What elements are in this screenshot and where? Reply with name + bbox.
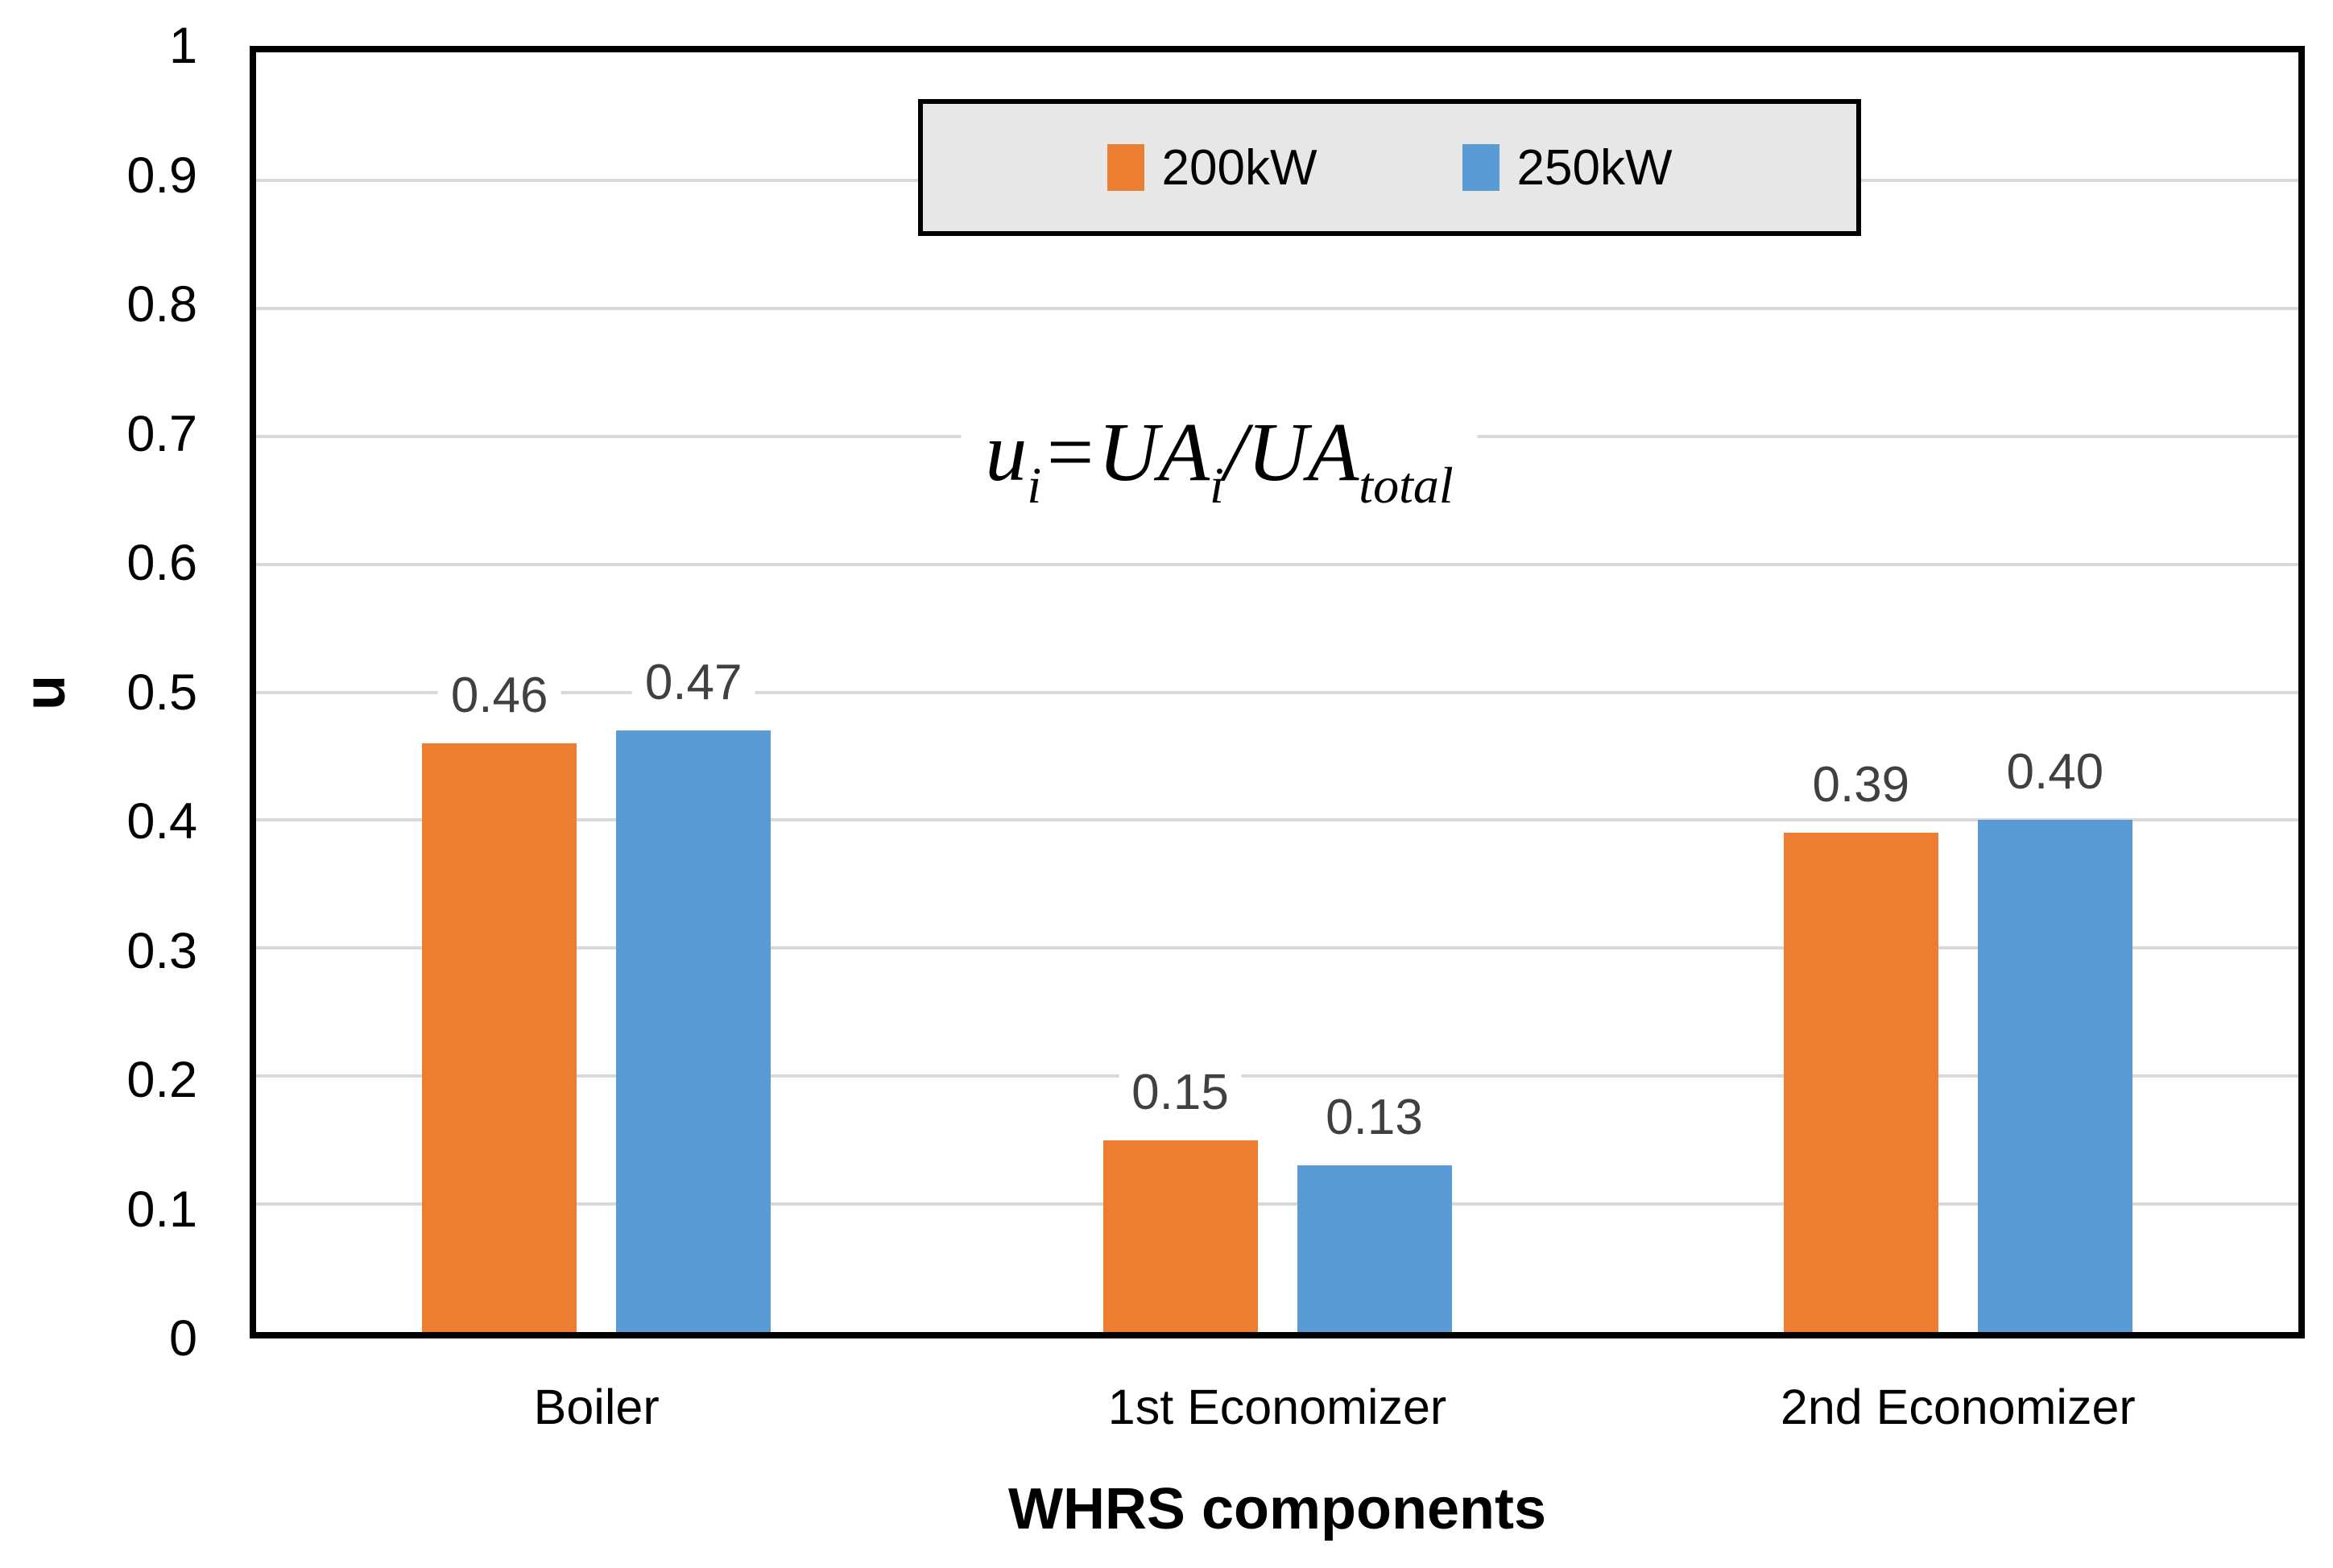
bar-200kw-1st-economizer xyxy=(1102,1140,1258,1332)
equation-annotation: ui=UAi/UAtotal xyxy=(961,400,1478,511)
bar-250kw-1st-economizer xyxy=(1297,1165,1452,1332)
y-tick-label: 1 xyxy=(168,18,197,74)
y-tick-label: 0 xyxy=(168,1310,197,1367)
bar-value-label: 0.46 xyxy=(437,668,561,725)
bar-value-label: 0.15 xyxy=(1119,1064,1242,1121)
legend-swatch-icon-250kw xyxy=(1462,144,1499,191)
gridline xyxy=(256,690,2298,694)
gridline xyxy=(256,946,2298,950)
plot-area: 0.46 0.47 0.15 0.13 0.39 0.40 200kW 250kW ui=U… xyxy=(250,46,2305,1338)
bar-250kw-boiler xyxy=(616,730,771,1332)
y-tick-label: 0.5 xyxy=(126,664,197,721)
bar-250kw-2nd-economizer xyxy=(1977,820,2132,1332)
x-category-label-boiler: Boiler xyxy=(533,1380,660,1434)
x-category-label-2nd-economizer: 2nd Economizer xyxy=(1780,1380,2136,1434)
legend-item-200kw: 200kW xyxy=(1107,139,1317,197)
bar-value-label: 0.40 xyxy=(1993,744,2117,801)
y-tick-label: 0.7 xyxy=(126,405,197,462)
y-tick-label: 0.3 xyxy=(126,922,197,979)
equation-text: /UA xyxy=(1223,406,1359,499)
legend-item-250kw: 250kW xyxy=(1462,139,1673,197)
equation-subscript: i xyxy=(1209,457,1224,514)
y-tick-label: 0.4 xyxy=(126,793,197,850)
equation-text: u xyxy=(985,406,1028,499)
equation-subscript: total xyxy=(1359,457,1454,514)
bar-value-label: 0.47 xyxy=(631,655,755,712)
legend: 200kW 250kW xyxy=(918,99,1861,236)
y-tick-label: 0.8 xyxy=(126,276,197,333)
legend-label: 200kW xyxy=(1161,139,1317,196)
gridline xyxy=(256,1074,2298,1078)
bar-200kw-boiler xyxy=(422,743,577,1332)
bar-value-label: 0.39 xyxy=(1799,757,1923,814)
y-tick-label: 0.6 xyxy=(126,535,197,591)
equation-text: =UA xyxy=(1041,406,1210,499)
equation-subscript: i xyxy=(1027,457,1042,514)
gridline xyxy=(256,1202,2298,1206)
bar-200kw-2nd-economizer xyxy=(1783,833,1938,1332)
gridline xyxy=(256,818,2298,822)
y-tick-label: 0.1 xyxy=(126,1181,197,1238)
gridline xyxy=(256,306,2298,310)
y-tick-label: 0.2 xyxy=(126,1052,197,1108)
legend-swatch-icon-200kw xyxy=(1107,144,1144,191)
x-category-label-1st-economizer: 1st Economizer xyxy=(1107,1380,1447,1434)
y-tick-label: 0.9 xyxy=(126,147,197,204)
bar-value-label: 0.13 xyxy=(1313,1090,1436,1147)
gridline xyxy=(256,562,2298,566)
x-axis-title: WHRS components xyxy=(1007,1477,1546,1541)
legend-label: 250kW xyxy=(1516,139,1673,196)
